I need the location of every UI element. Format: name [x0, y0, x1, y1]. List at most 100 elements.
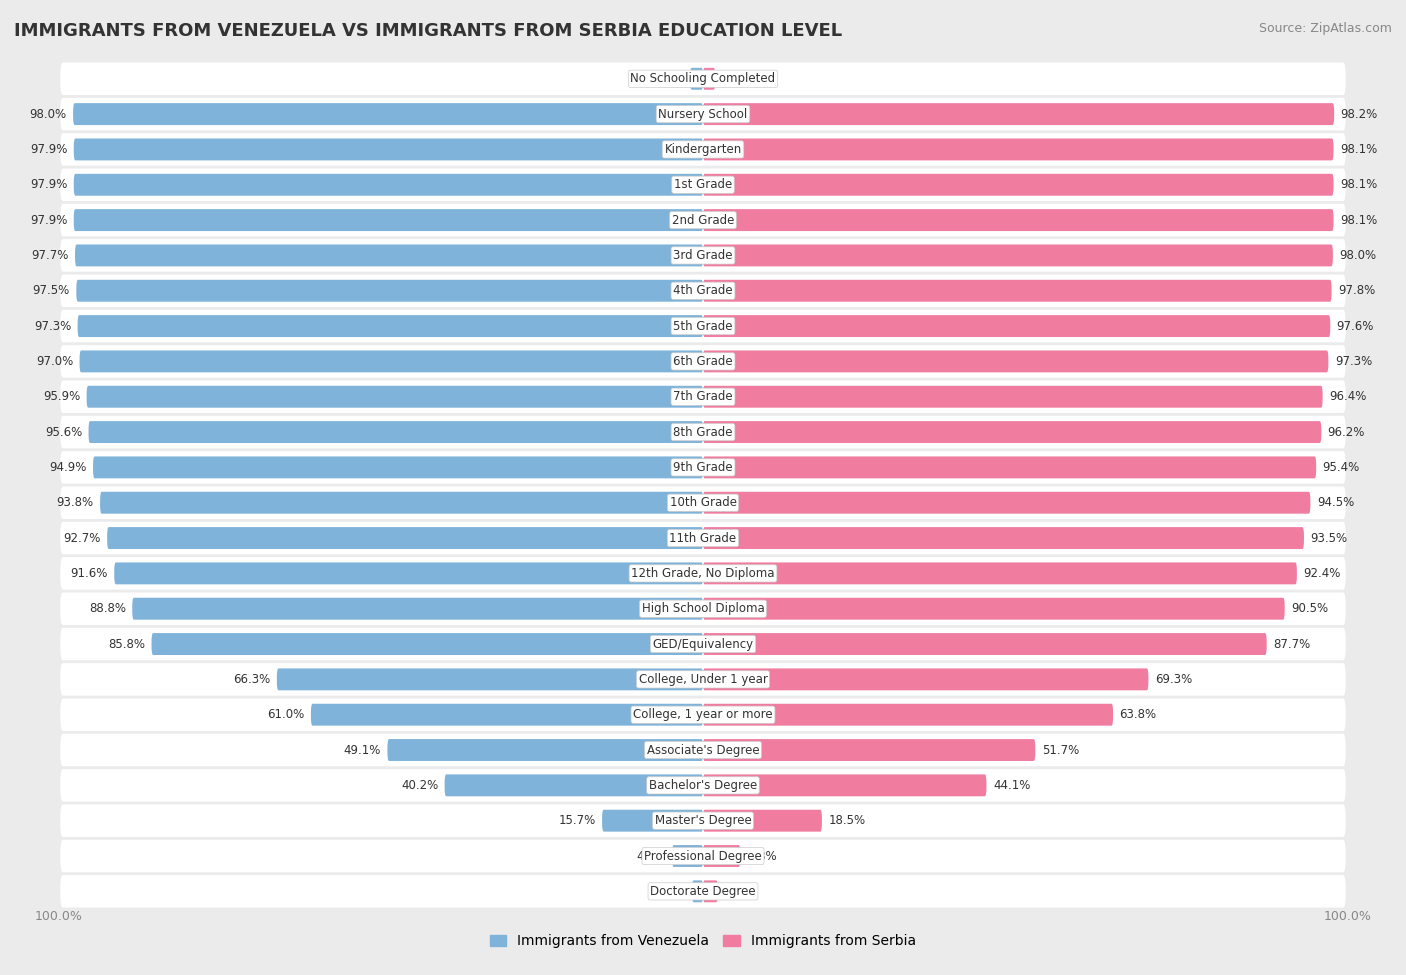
Text: 4th Grade: 4th Grade [673, 285, 733, 297]
FancyBboxPatch shape [73, 210, 703, 231]
FancyBboxPatch shape [703, 245, 1333, 266]
FancyBboxPatch shape [60, 345, 1346, 377]
FancyBboxPatch shape [60, 804, 1346, 837]
Text: 97.9%: 97.9% [30, 178, 67, 191]
FancyBboxPatch shape [100, 491, 703, 514]
FancyBboxPatch shape [73, 103, 703, 125]
FancyBboxPatch shape [703, 527, 1303, 549]
Text: 12th Grade, No Diploma: 12th Grade, No Diploma [631, 566, 775, 580]
FancyBboxPatch shape [703, 138, 1333, 161]
FancyBboxPatch shape [690, 68, 703, 90]
Text: 1.7%: 1.7% [655, 885, 686, 898]
FancyBboxPatch shape [60, 98, 1346, 131]
FancyBboxPatch shape [60, 310, 1346, 342]
Text: No Schooling Completed: No Schooling Completed [630, 72, 776, 85]
Text: 95.4%: 95.4% [1323, 461, 1360, 474]
FancyBboxPatch shape [60, 62, 1346, 95]
Text: College, 1 year or more: College, 1 year or more [633, 708, 773, 722]
FancyBboxPatch shape [60, 593, 1346, 625]
Text: 95.9%: 95.9% [44, 390, 80, 404]
FancyBboxPatch shape [444, 774, 703, 797]
FancyBboxPatch shape [60, 415, 1346, 448]
FancyBboxPatch shape [60, 663, 1346, 695]
FancyBboxPatch shape [277, 669, 703, 690]
Text: 15.7%: 15.7% [558, 814, 596, 827]
FancyBboxPatch shape [703, 491, 1310, 514]
FancyBboxPatch shape [60, 204, 1346, 236]
FancyBboxPatch shape [114, 563, 703, 584]
Text: 5th Grade: 5th Grade [673, 320, 733, 332]
FancyBboxPatch shape [703, 809, 823, 832]
Text: 1.9%: 1.9% [721, 72, 752, 85]
FancyBboxPatch shape [703, 704, 1114, 725]
FancyBboxPatch shape [703, 280, 1331, 301]
Text: 10th Grade: 10th Grade [669, 496, 737, 509]
Text: IMMIGRANTS FROM VENEZUELA VS IMMIGRANTS FROM SERBIA EDUCATION LEVEL: IMMIGRANTS FROM VENEZUELA VS IMMIGRANTS … [14, 22, 842, 40]
FancyBboxPatch shape [76, 280, 703, 301]
Text: 93.5%: 93.5% [1310, 531, 1347, 545]
Text: 98.1%: 98.1% [1340, 214, 1378, 226]
FancyBboxPatch shape [60, 169, 1346, 201]
FancyBboxPatch shape [60, 239, 1346, 272]
FancyBboxPatch shape [703, 774, 987, 797]
Text: 7th Grade: 7th Grade [673, 390, 733, 404]
FancyBboxPatch shape [703, 598, 1285, 620]
Text: 2.3%: 2.3% [724, 885, 754, 898]
FancyBboxPatch shape [152, 633, 703, 655]
FancyBboxPatch shape [703, 350, 1329, 372]
Text: 97.3%: 97.3% [1334, 355, 1372, 368]
Text: 69.3%: 69.3% [1154, 673, 1192, 685]
FancyBboxPatch shape [703, 315, 1330, 337]
FancyBboxPatch shape [60, 698, 1346, 731]
FancyBboxPatch shape [60, 734, 1346, 766]
FancyBboxPatch shape [703, 739, 1035, 760]
FancyBboxPatch shape [107, 527, 703, 549]
Text: 91.6%: 91.6% [70, 566, 108, 580]
Legend: Immigrants from Venezuela, Immigrants from Serbia: Immigrants from Venezuela, Immigrants fr… [484, 928, 922, 954]
FancyBboxPatch shape [77, 315, 703, 337]
Text: 92.7%: 92.7% [63, 531, 101, 545]
FancyBboxPatch shape [132, 598, 703, 620]
FancyBboxPatch shape [703, 103, 1334, 125]
FancyBboxPatch shape [73, 138, 703, 161]
Text: 51.7%: 51.7% [1042, 744, 1078, 757]
FancyBboxPatch shape [703, 421, 1322, 443]
FancyBboxPatch shape [703, 386, 1323, 408]
Text: 98.2%: 98.2% [1340, 107, 1378, 121]
FancyBboxPatch shape [703, 563, 1296, 584]
FancyBboxPatch shape [60, 134, 1346, 166]
FancyBboxPatch shape [73, 174, 703, 196]
Text: 3rd Grade: 3rd Grade [673, 249, 733, 262]
Text: 49.1%: 49.1% [343, 744, 381, 757]
FancyBboxPatch shape [692, 880, 703, 902]
FancyBboxPatch shape [93, 456, 703, 479]
Text: 66.3%: 66.3% [233, 673, 270, 685]
Text: 93.8%: 93.8% [56, 496, 94, 509]
Text: Source: ZipAtlas.com: Source: ZipAtlas.com [1258, 22, 1392, 35]
Text: Kindergarten: Kindergarten [665, 143, 741, 156]
Text: 100.0%: 100.0% [35, 911, 83, 923]
FancyBboxPatch shape [311, 704, 703, 725]
FancyBboxPatch shape [703, 174, 1333, 196]
FancyBboxPatch shape [60, 839, 1346, 873]
Text: 94.9%: 94.9% [49, 461, 87, 474]
Text: 88.8%: 88.8% [89, 603, 125, 615]
Text: 9th Grade: 9th Grade [673, 461, 733, 474]
Text: 2.0%: 2.0% [654, 72, 683, 85]
Text: 97.7%: 97.7% [31, 249, 69, 262]
FancyBboxPatch shape [87, 386, 703, 408]
Text: 6th Grade: 6th Grade [673, 355, 733, 368]
Text: High School Diploma: High School Diploma [641, 603, 765, 615]
Text: 11th Grade: 11th Grade [669, 531, 737, 545]
Text: 90.5%: 90.5% [1291, 603, 1329, 615]
Text: College, Under 1 year: College, Under 1 year [638, 673, 768, 685]
Text: 44.1%: 44.1% [993, 779, 1031, 792]
FancyBboxPatch shape [388, 739, 703, 760]
FancyBboxPatch shape [602, 809, 703, 832]
FancyBboxPatch shape [703, 68, 716, 90]
Text: 4.8%: 4.8% [636, 849, 665, 863]
FancyBboxPatch shape [60, 769, 1346, 801]
Text: 98.1%: 98.1% [1340, 178, 1378, 191]
FancyBboxPatch shape [60, 487, 1346, 519]
FancyBboxPatch shape [80, 350, 703, 372]
